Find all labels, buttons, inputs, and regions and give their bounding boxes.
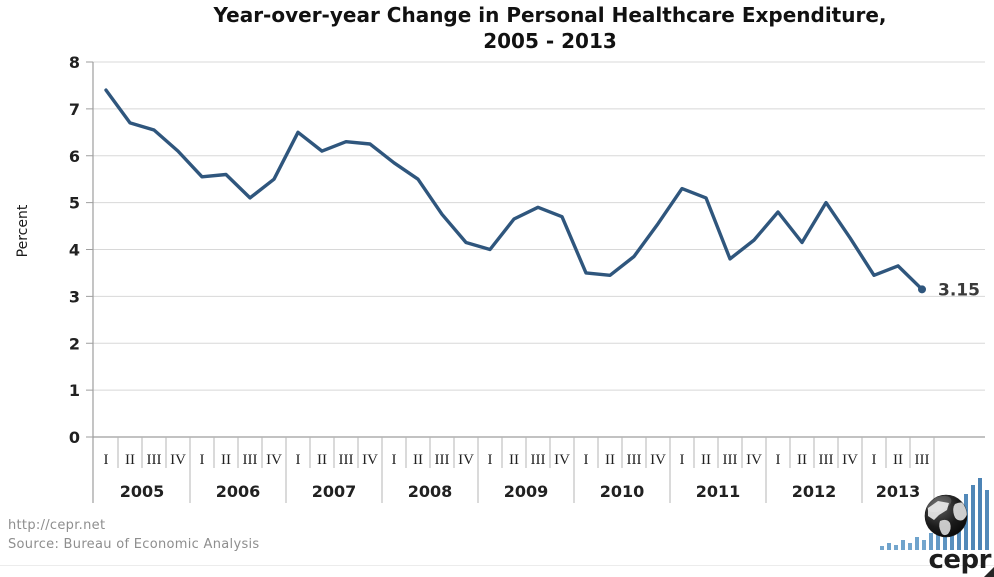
quarter-label: IV	[746, 452, 762, 468]
end-value-label: 3.15	[938, 280, 980, 300]
y-tick-label: 0	[69, 428, 80, 447]
footer-url: http://cepr.net	[8, 518, 106, 533]
y-tick-label: 6	[69, 147, 80, 166]
y-tick-label: 7	[69, 100, 80, 119]
globe-icon	[924, 494, 968, 538]
chart-title: Year-over-year Change in Personal Health…	[110, 2, 990, 54]
year-label: 2005	[120, 482, 165, 501]
quarter-label: II	[797, 452, 807, 468]
cepr-logo: cepr	[880, 478, 994, 577]
quarter-label: III	[915, 452, 930, 468]
quarter-label: IV	[170, 452, 186, 468]
expenditure-line	[104, 88, 924, 291]
year-label: 2012	[792, 482, 837, 501]
year-label: 2013	[876, 482, 921, 501]
quarter-label: I	[488, 452, 493, 468]
quarter-label: IV	[458, 452, 474, 468]
y-tick-label: 4	[69, 241, 80, 260]
quarter-label: IV	[266, 452, 282, 468]
quarter-label: I	[584, 452, 589, 468]
year-label: 2011	[696, 482, 741, 501]
chart-title-line2: 2005 - 2013	[483, 29, 617, 53]
year-label: 2006	[216, 482, 261, 501]
quarter-label: II	[509, 452, 519, 468]
year-label: 2008	[408, 482, 453, 501]
y-axis-title: Percent	[15, 204, 31, 258]
y-tick-label: 3	[69, 287, 80, 306]
bottom-divider	[0, 565, 994, 566]
chart-title-line1: Year-over-year Change in Personal Health…	[213, 3, 887, 27]
quarter-label: IV	[650, 452, 666, 468]
chart-footer: http://cepr.net Source: Bureau of Econom…	[8, 516, 260, 554]
quarter-label: III	[435, 452, 450, 468]
quarter-label: II	[701, 452, 711, 468]
quarter-label: III	[627, 452, 642, 468]
quarter-label: I	[200, 452, 205, 468]
year-label: 2007	[312, 482, 357, 501]
corner-mark	[984, 567, 994, 577]
quarter-label: IV	[554, 452, 570, 468]
quarter-label: III	[339, 452, 354, 468]
y-tick-label: 1	[69, 381, 80, 400]
quarter-label: II	[413, 452, 423, 468]
quarter-label: I	[776, 452, 781, 468]
quarter-label: II	[893, 452, 903, 468]
quarter-label: IV	[842, 452, 858, 468]
y-tick-label: 5	[69, 194, 80, 213]
quarter-label: III	[819, 452, 834, 468]
quarter-label: II	[221, 452, 231, 468]
footer-source: Source: Bureau of Economic Analysis	[8, 537, 260, 552]
quarter-label: IV	[362, 452, 378, 468]
quarter-label: II	[125, 452, 135, 468]
quarter-label: I	[392, 452, 397, 468]
logo-wordmark: cepr	[929, 545, 992, 575]
quarter-label: III	[243, 452, 258, 468]
quarter-label: III	[147, 452, 162, 468]
y-tick-label: 8	[69, 53, 80, 72]
quarter-label: III	[531, 452, 546, 468]
quarter-label: I	[296, 452, 301, 468]
quarter-label: I	[104, 452, 109, 468]
quarter-label: I	[680, 452, 685, 468]
quarter-label: II	[317, 452, 327, 468]
end-point-marker	[918, 285, 926, 294]
year-label: 2010	[600, 482, 645, 501]
quarter-label: III	[723, 452, 738, 468]
quarter-label: II	[605, 452, 615, 468]
quarter-label: I	[872, 452, 877, 468]
y-tick-label: 2	[69, 334, 80, 353]
year-label: 2009	[504, 482, 549, 501]
